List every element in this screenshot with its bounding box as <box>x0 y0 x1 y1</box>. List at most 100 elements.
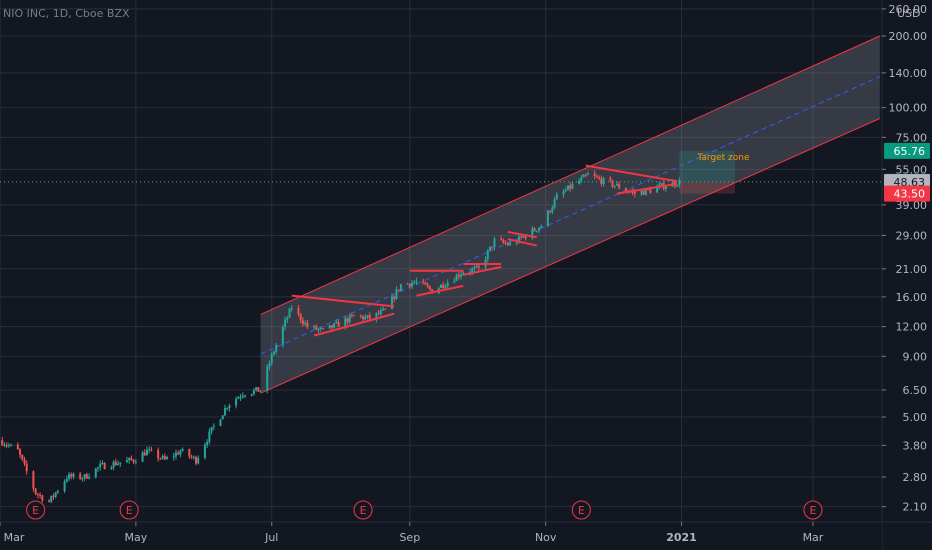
candle <box>535 230 538 233</box>
candle-body <box>551 207 554 213</box>
earnings-marker[interactable]: E <box>119 500 139 520</box>
candle-body <box>413 282 416 284</box>
candle-body <box>19 449 22 455</box>
earnings-marker[interactable]: E <box>353 500 373 520</box>
channel-lower-line[interactable] <box>260 118 880 394</box>
candle-body <box>337 321 340 327</box>
candle-body <box>593 173 596 177</box>
price-tick-label: 260.00 <box>889 3 928 16</box>
price-label-badge[interactable]: 65.76 <box>884 142 930 159</box>
candle <box>244 394 246 398</box>
candle-body <box>268 363 271 367</box>
candle <box>364 313 367 321</box>
earnings-badge[interactable] <box>803 500 823 520</box>
earnings-marker[interactable]: E <box>571 500 591 520</box>
earnings-label: E <box>578 504 585 517</box>
earnings-badge[interactable] <box>119 500 139 520</box>
earnings-badge[interactable] <box>26 500 46 520</box>
candle <box>161 454 164 460</box>
candle <box>41 494 44 503</box>
regression-channel[interactable] <box>260 35 880 394</box>
target-profit-zone[interactable] <box>679 150 735 182</box>
price-tick-label: 6.50 <box>903 384 928 397</box>
candle-body <box>624 188 627 191</box>
triangle-upper-line[interactable] <box>507 230 537 239</box>
candle-body <box>353 315 356 317</box>
candle <box>656 184 659 193</box>
candle <box>119 462 122 468</box>
triangle-lower-line[interactable] <box>416 284 464 297</box>
candle <box>613 185 616 189</box>
time-tick-label: Nov <box>535 531 557 544</box>
candle <box>379 307 382 317</box>
earnings-marker[interactable]: E <box>803 500 823 520</box>
time-axis-bg <box>0 522 882 550</box>
candle-body <box>517 236 520 243</box>
triangle-pattern[interactable] <box>463 263 502 276</box>
price-tick-label: 29.00 <box>896 229 928 242</box>
candle-body <box>660 183 663 185</box>
target-zone[interactable]: Target zone <box>679 150 750 194</box>
candle-body <box>382 308 385 311</box>
candle <box>299 312 302 324</box>
candle <box>159 457 162 460</box>
candle <box>117 460 120 466</box>
candle <box>328 325 331 329</box>
triangle-pattern[interactable] <box>507 230 537 247</box>
candle-body <box>431 289 434 294</box>
candle-body <box>364 316 367 320</box>
triangle-lower-line[interactable] <box>507 238 537 247</box>
candle-body <box>192 456 195 458</box>
triangle-lower-line[interactable] <box>313 312 395 337</box>
triangle-pattern[interactable] <box>291 294 395 337</box>
target-stop-zone[interactable] <box>679 181 735 194</box>
candle <box>241 392 244 399</box>
candle <box>192 455 195 460</box>
price-label-badge[interactable]: 43.50 <box>884 185 930 202</box>
earnings-badge[interactable] <box>353 500 373 520</box>
candle-body <box>275 345 278 352</box>
candle-body <box>531 228 534 239</box>
triangle-patterns[interactable] <box>291 164 678 337</box>
candle-body <box>582 174 585 178</box>
candle-body <box>103 463 106 470</box>
candle-body <box>460 274 463 277</box>
candle <box>125 456 128 463</box>
candle <box>415 277 418 286</box>
triangle-lower-line[interactable] <box>616 182 678 195</box>
candle-body <box>10 444 13 446</box>
triangle-upper-line[interactable] <box>585 164 678 183</box>
candle-body <box>422 281 425 283</box>
candle <box>393 295 396 303</box>
candle-body <box>157 449 160 459</box>
candle-body <box>223 408 226 416</box>
candle <box>333 322 336 329</box>
candle <box>1 436 4 447</box>
candle <box>491 246 494 250</box>
candle-body <box>535 230 538 232</box>
candle-body <box>344 318 347 327</box>
candle-body <box>252 390 255 394</box>
earnings-marker[interactable]: E <box>26 500 46 520</box>
earnings-badge[interactable] <box>571 500 591 520</box>
candle <box>114 458 117 466</box>
triangle-pattern[interactable] <box>585 164 678 195</box>
candle <box>166 455 169 460</box>
time-axis[interactable]: Mar May Jul Sep Nov 2021 Mar <box>0 521 932 550</box>
candle <box>315 324 318 331</box>
triangle-lower-line[interactable] <box>463 265 502 276</box>
candle <box>584 173 587 178</box>
price-axis[interactable]: 260.00 200.00 140.00 100.00 75.00 55.00 39.00 2… <box>881 0 932 550</box>
target-zone-label: Target zone <box>696 153 750 163</box>
candle <box>598 175 601 181</box>
channel-upper-line[interactable] <box>260 35 880 315</box>
triangle-upper-line[interactable] <box>291 294 395 308</box>
candle-body <box>72 473 75 477</box>
candle-body <box>32 471 35 489</box>
candle <box>562 188 565 198</box>
candle <box>36 493 39 499</box>
triangle-pattern[interactable] <box>409 269 464 297</box>
